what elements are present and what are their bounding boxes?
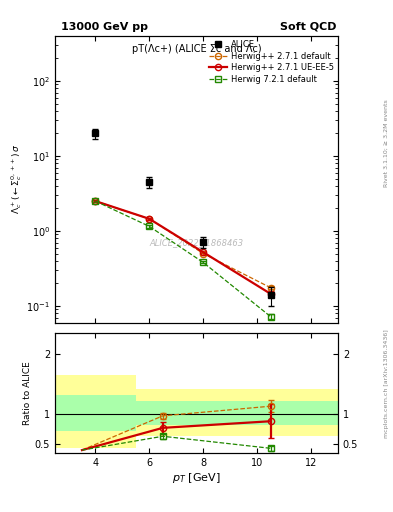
Bar	[55, 375, 136, 449]
X-axis label: $p_T$ [GeV]: $p_T$ [GeV]	[172, 471, 221, 485]
Legend: ALICE, Herwig++ 2.7.1 default, Herwig++ 2.7.1 UE-EE-5, Herwig 7.2.1 default: ALICE, Herwig++ 2.7.1 default, Herwig++ …	[209, 40, 334, 83]
Text: ALICE_2022_I1868463: ALICE_2022_I1868463	[149, 238, 244, 247]
Bar	[136, 389, 338, 436]
Text: 13000 GeV pp: 13000 GeV pp	[61, 22, 148, 32]
Y-axis label: $\Lambda_c^+(\leftarrow\Sigma_c^{0,++})\,\sigma$: $\Lambda_c^+(\leftarrow\Sigma_c^{0,++})\…	[9, 144, 24, 215]
Text: Soft QCD: Soft QCD	[279, 22, 336, 32]
Y-axis label: Ratio to ALICE: Ratio to ALICE	[23, 361, 32, 425]
Text: pT(Λc+) (ALICE Σc and Λc): pT(Λc+) (ALICE Σc and Λc)	[132, 45, 261, 54]
Text: Rivet 3.1.10; ≥ 3.2M events: Rivet 3.1.10; ≥ 3.2M events	[384, 99, 389, 187]
Text: mcplots.cern.ch [arXiv:1306.3436]: mcplots.cern.ch [arXiv:1306.3436]	[384, 330, 389, 438]
Bar	[136, 401, 338, 425]
Bar	[55, 395, 136, 431]
